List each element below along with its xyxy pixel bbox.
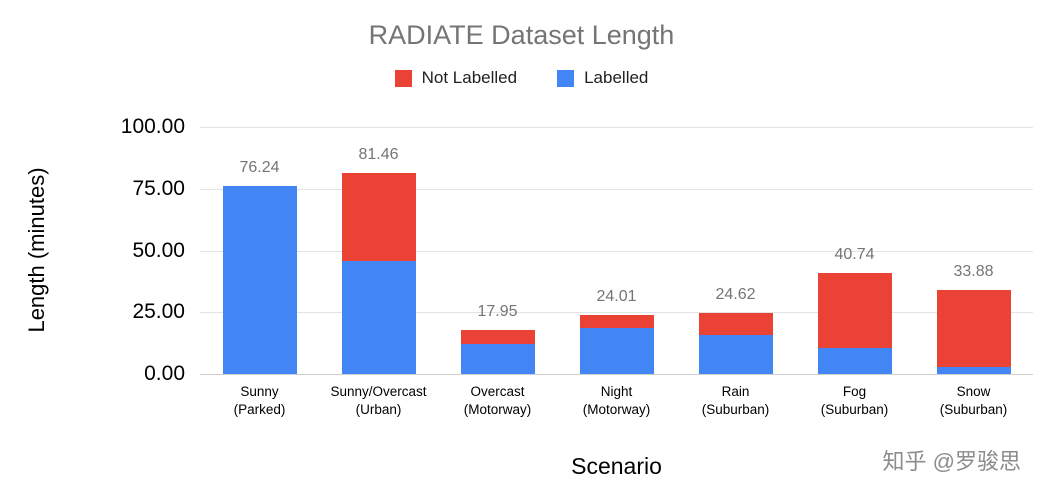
gridline (200, 188, 1033, 190)
gridline (200, 250, 1033, 252)
gridline (200, 312, 1033, 314)
bar-segment-not-labelled (460, 329, 535, 345)
bar-column: 76.24 (200, 127, 319, 374)
bar-segment-labelled (222, 185, 297, 374)
gridline (200, 127, 1033, 128)
x-tick-label: Snow (Suburban) (939, 384, 1008, 418)
bar-column: 40.74 (795, 127, 914, 374)
bar-column: 24.62 (676, 127, 795, 374)
bar-segment-labelled (579, 327, 654, 374)
bar-column: 81.46 (319, 127, 438, 374)
bar-segment-labelled (698, 334, 773, 374)
bar-column: 33.88 (914, 127, 1033, 374)
y-tick-label: 25.00 (132, 300, 185, 324)
y-tick-label: 50.00 (132, 238, 185, 262)
bar-column: 24.01 (557, 127, 676, 374)
bar-segment-not-labelled (936, 290, 1011, 368)
watermark-text: 知乎 @罗骏思 (882, 449, 1021, 474)
y-tick-label: 75.00 (132, 176, 185, 200)
legend-item-labelled: Labelled (557, 68, 648, 88)
bar-segment-not-labelled (579, 314, 654, 328)
bar-column: 17.95 (438, 127, 557, 374)
legend-swatch (394, 69, 412, 87)
y-axis-ticks: 100.00 75.00 50.00 25.00 0.00 (0, 115, 185, 385)
gridline (200, 374, 1033, 375)
bar-segment-not-labelled (341, 172, 416, 262)
bar-segment-not-labelled (698, 313, 773, 335)
bar-total-label: 24.62 (715, 286, 756, 304)
bar-segment-labelled (460, 344, 535, 374)
legend-swatch (557, 69, 575, 87)
x-axis-ticks: Sunny (Parked) Sunny/Overcast (Urban) Overca… (200, 383, 1033, 419)
x-tick-label: Rain (Suburban) (701, 384, 770, 418)
bars-container: 76.24 81.46 17.95 24.01 24.62 40.74 33.88 (200, 127, 1033, 374)
bar-total-label: 24.01 (596, 287, 637, 305)
bar-segment-labelled (341, 261, 416, 374)
y-tick-label: 0.00 (144, 362, 185, 385)
bar-total-label: 40.74 (834, 246, 875, 264)
bar-segment-labelled (817, 348, 892, 374)
chart-legend: Not Labelled Labelled (0, 68, 1043, 88)
x-tick-label: Sunny/Overcast (Urban) (330, 384, 427, 418)
bar-segment-not-labelled (817, 273, 892, 349)
x-axis-title: Scenario (571, 453, 662, 479)
legend-item-not-labelled: Not Labelled (394, 68, 518, 88)
x-tick-label: Fog (Suburban) (820, 384, 889, 418)
plot-area: 76.24 81.46 17.95 24.01 24.62 40.74 33.88 (200, 127, 1033, 375)
x-tick-label: Sunny (Parked) (233, 384, 286, 418)
x-tick-label: Overcast (Motorway) (463, 384, 532, 418)
legend-label: Not Labelled (421, 68, 518, 87)
bar-total-label: 17.95 (477, 302, 518, 320)
x-tick-label: Night (Motorway) (582, 384, 651, 418)
bar-segment-labelled (936, 367, 1011, 374)
y-tick-label: 100.00 (120, 115, 185, 138)
chart-title: RADIATE Dataset Length (368, 20, 675, 50)
bar-total-label: 81.46 (358, 145, 399, 163)
bar-total-label: 76.24 (239, 158, 280, 176)
bar-total-label: 33.88 (953, 263, 994, 281)
legend-label: Labelled (584, 68, 649, 87)
